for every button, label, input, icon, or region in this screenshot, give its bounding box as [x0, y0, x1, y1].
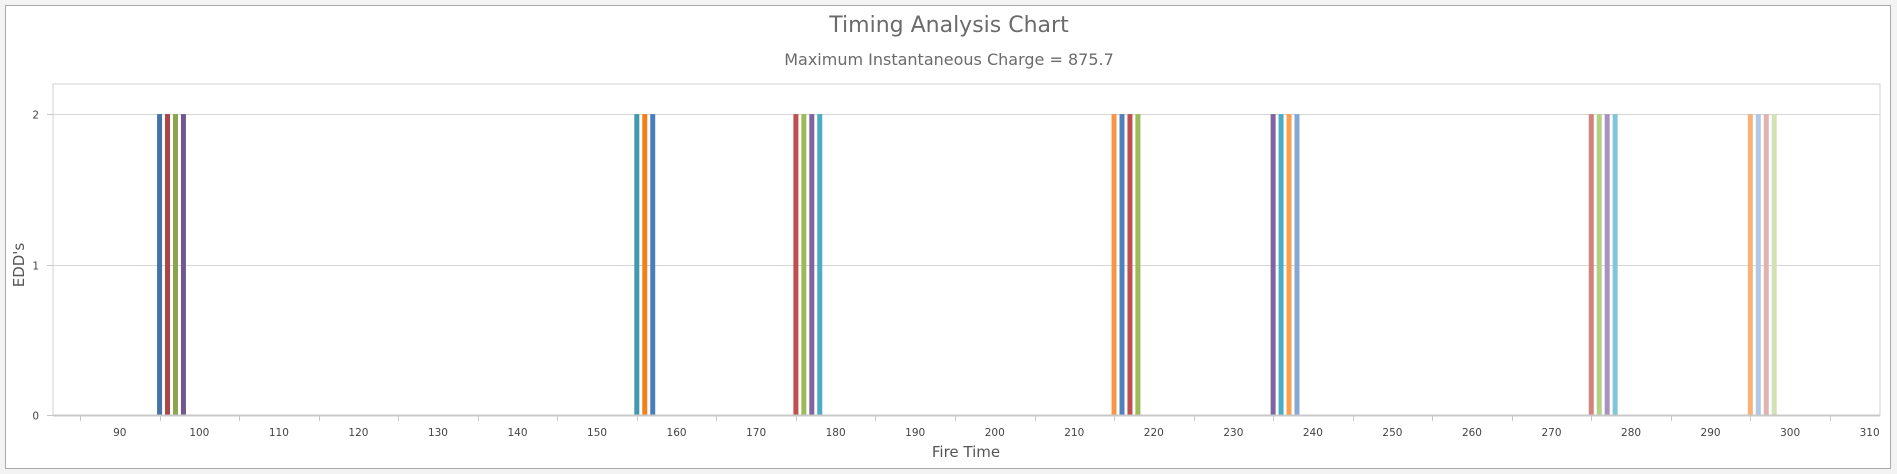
bar-x236 — [1278, 114, 1284, 415]
x-tick-label: 250 — [1382, 427, 1402, 439]
bar-x155 — [634, 114, 640, 415]
bar-x237 — [1286, 114, 1292, 415]
chart-subtitle: Maximum Instantaneous Charge = 875.7 — [784, 50, 1114, 69]
x-tick-label: 160 — [667, 427, 687, 439]
x-tick-label: 140 — [507, 427, 527, 439]
bar-x215 — [1111, 114, 1117, 415]
y-tick-label: 2 — [32, 110, 39, 122]
bar-x298 — [1771, 114, 1777, 415]
bar-x175 — [793, 114, 799, 415]
bar-x238 — [1294, 114, 1300, 415]
bar-x95 — [157, 114, 163, 415]
bar-x176 — [801, 114, 807, 415]
x-tick-label: 290 — [1701, 427, 1721, 439]
x-tick-label: 300 — [1780, 427, 1800, 439]
x-tick-label: 310 — [1860, 427, 1880, 439]
x-tick-label: 280 — [1621, 427, 1641, 439]
bar-x178 — [817, 114, 823, 415]
bar-x157 — [650, 114, 656, 415]
bar-x156 — [642, 114, 648, 415]
x-tick-label: 210 — [1064, 427, 1084, 439]
bar-x217 — [1127, 114, 1133, 415]
x-axis-title: Fire Time — [932, 443, 1000, 461]
x-tick-label: 190 — [905, 427, 925, 439]
gridlines — [53, 114, 1880, 266]
y-tick-label: 0 — [32, 411, 39, 423]
x-tick-label: 180 — [826, 427, 846, 439]
x-axis-ticks: 90 100 110 120 130 140 150 160 170 180 190 200 210 22… — [80, 415, 1880, 439]
x-tick-label: 200 — [985, 427, 1005, 439]
bar-x97 — [172, 114, 178, 415]
chart-title: Timing Analysis Chart — [828, 13, 1069, 38]
bar-x235 — [1270, 114, 1276, 415]
x-tick-label: 130 — [428, 427, 448, 439]
x-tick-label: 220 — [1144, 427, 1164, 439]
bar-x277 — [1604, 114, 1610, 415]
bar-x218 — [1135, 114, 1141, 415]
bar-x297 — [1763, 114, 1769, 415]
bars — [157, 114, 1777, 415]
y-axis-title: EDD's — [10, 243, 28, 288]
bar-x276 — [1596, 114, 1602, 415]
bar-x177 — [809, 114, 815, 415]
x-tick-label: 260 — [1462, 427, 1482, 439]
bar-x278 — [1612, 114, 1618, 415]
y-tick-label: 1 — [32, 261, 39, 273]
chart-frame — [5, 5, 1891, 469]
x-tick-label: 100 — [189, 427, 209, 439]
bar-x98 — [180, 114, 186, 415]
x-tick-label: 240 — [1303, 427, 1323, 439]
x-tick-label: 150 — [587, 427, 607, 439]
x-tick-label: 110 — [269, 427, 289, 439]
bar-x96 — [165, 114, 171, 415]
y-axis-ticks: 0 1 2 — [32, 110, 53, 423]
x-tick-label: 270 — [1541, 427, 1561, 439]
bar-x275 — [1588, 114, 1594, 415]
bar-x295 — [1747, 114, 1753, 415]
x-tick-label: 230 — [1223, 427, 1243, 439]
bar-x296 — [1755, 114, 1761, 415]
x-tick-label: 120 — [348, 427, 368, 439]
x-tick-label: 170 — [746, 427, 766, 439]
x-tick-label: 90 — [113, 427, 126, 439]
bar-x216 — [1119, 114, 1125, 415]
